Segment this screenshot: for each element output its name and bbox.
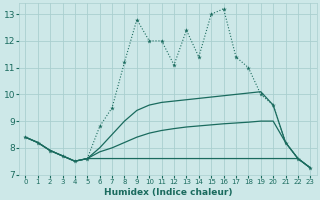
X-axis label: Humidex (Indice chaleur): Humidex (Indice chaleur) [104,188,232,197]
